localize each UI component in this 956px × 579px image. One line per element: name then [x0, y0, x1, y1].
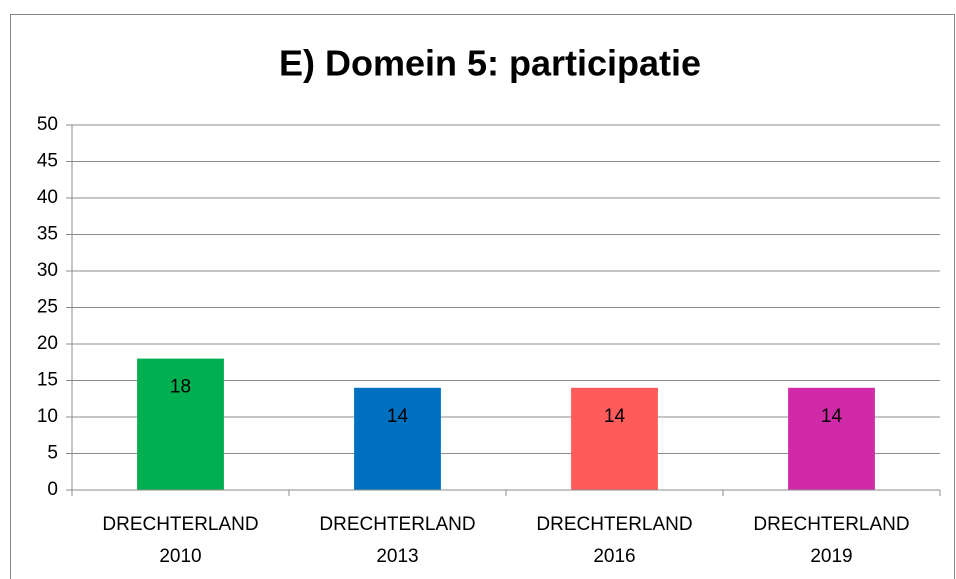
- bar: [571, 387, 658, 490]
- chart-border: [10, 14, 955, 579]
- y-tick-label: 45: [37, 151, 58, 172]
- y-tick-label: 0: [47, 479, 58, 500]
- y-tick-label: 25: [37, 297, 58, 318]
- x-tick-label: DRECHTERLAND: [536, 514, 692, 535]
- y-tick-label: 40: [37, 187, 58, 208]
- value-label: 14: [604, 406, 626, 427]
- x-tick-label: 2013: [376, 546, 418, 567]
- y-tick-label: 50: [37, 114, 58, 135]
- y-tick-label: 20: [37, 333, 58, 354]
- x-tick-label: 2010: [159, 546, 201, 567]
- chart-title: E) Domein 5: participatie: [279, 43, 701, 84]
- y-tick-label: 30: [37, 260, 58, 281]
- y-tick-label: 10: [37, 406, 58, 427]
- x-tick-label: DRECHTERLAND: [753, 514, 909, 535]
- y-tick-label: 5: [47, 443, 58, 464]
- x-tick-label: DRECHTERLAND: [319, 514, 475, 535]
- x-tick-label: 2016: [593, 546, 635, 567]
- value-label: 18: [170, 377, 191, 398]
- bar: [137, 358, 224, 490]
- x-tick-label: DRECHTERLAND: [102, 514, 258, 535]
- x-tick-label: 2019: [810, 546, 852, 567]
- y-tick-label: 15: [37, 370, 58, 391]
- value-label: 14: [387, 406, 409, 427]
- bar: [788, 387, 875, 490]
- value-label: 14: [821, 406, 843, 427]
- bar: [354, 387, 441, 490]
- y-tick-label: 35: [37, 224, 58, 245]
